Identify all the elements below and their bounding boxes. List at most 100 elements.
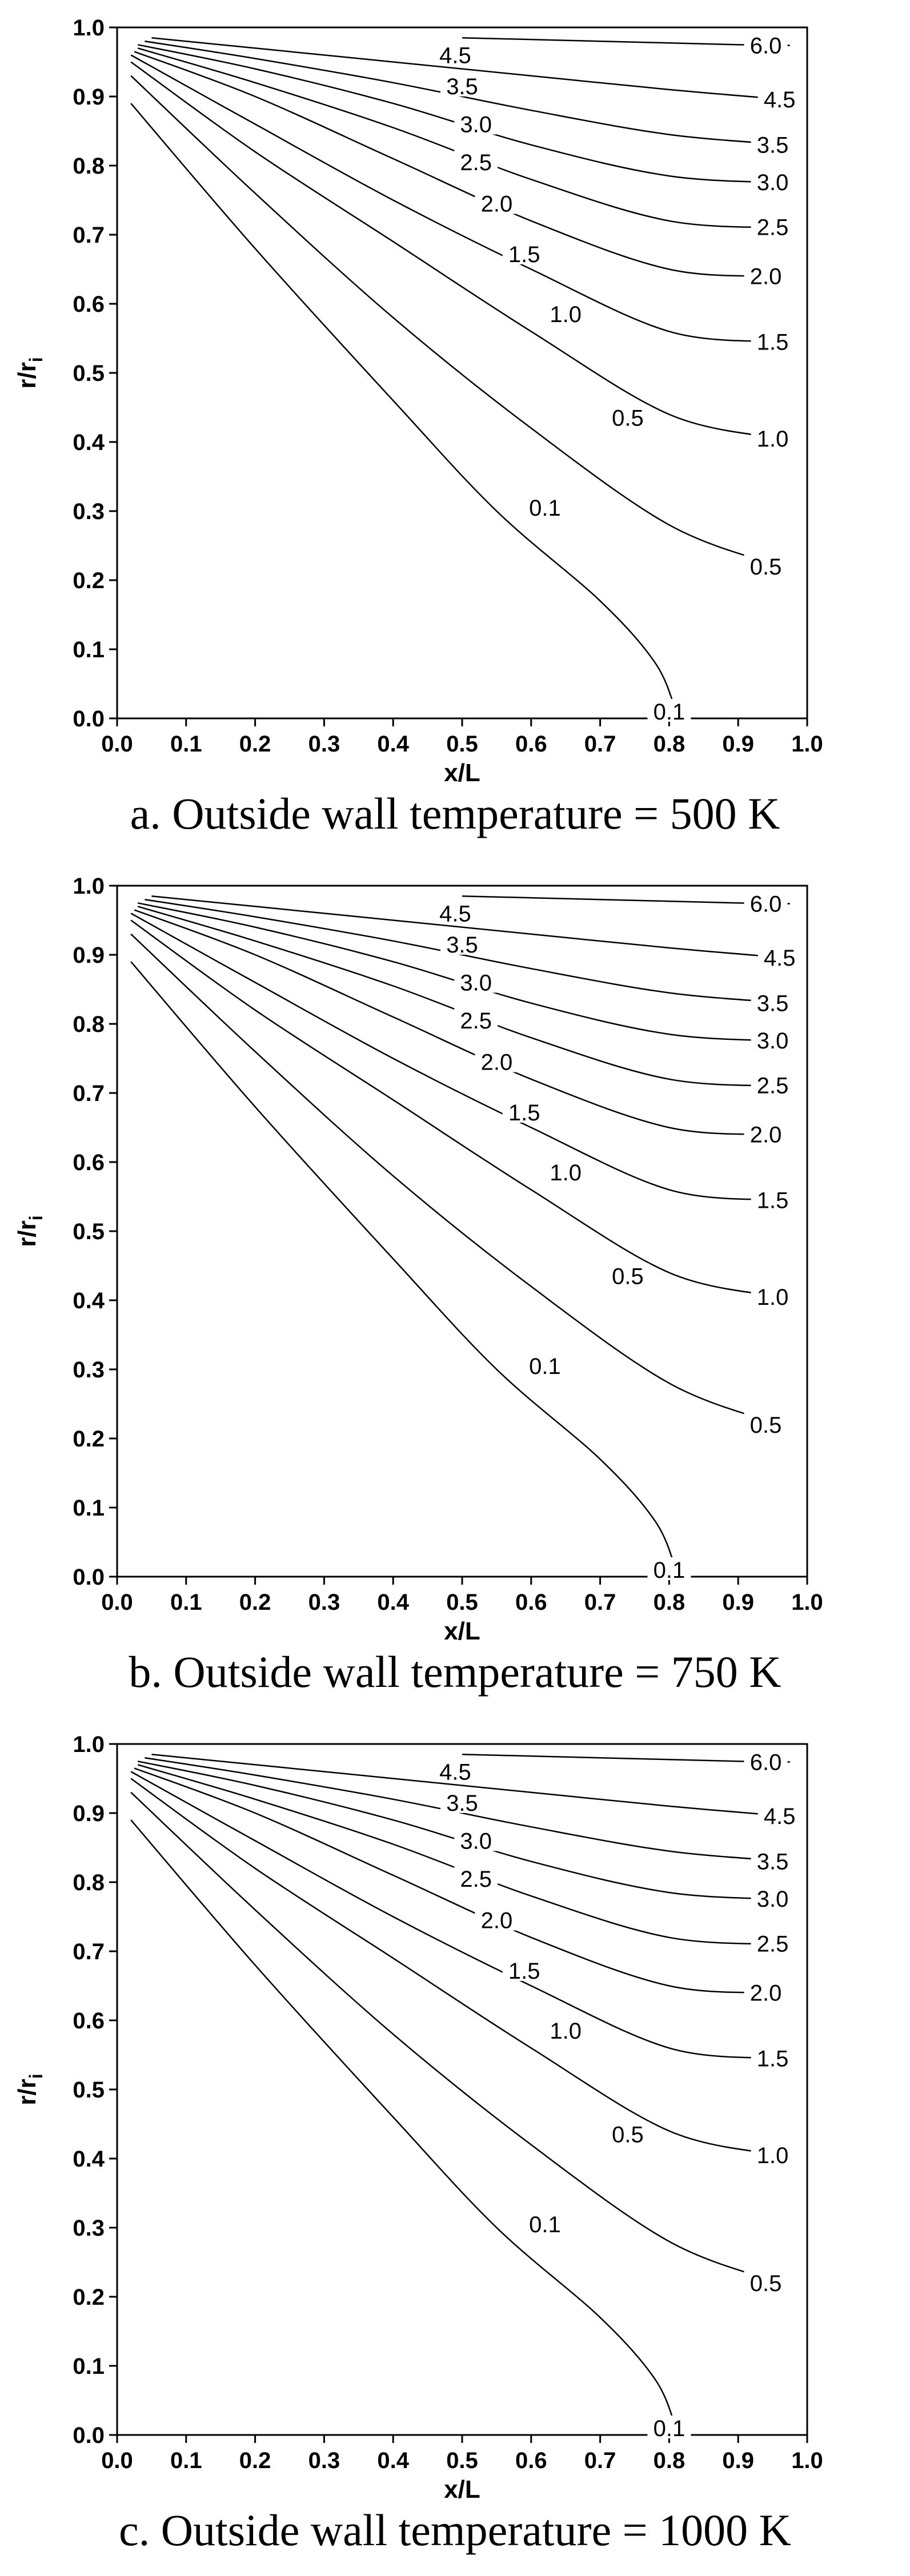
y-tick-label: 0.1 — [73, 2354, 105, 2379]
contour-label-bg — [744, 553, 788, 577]
contour-label-0-5: 0.5 — [750, 2271, 782, 2296]
x-tick-label: 0.2 — [239, 1590, 271, 1615]
contour-line-1-5 — [130, 1771, 780, 2059]
contour-label-bg — [751, 132, 795, 155]
y-tick-label: 0.5 — [73, 1219, 105, 1244]
chart-panel-a: 0.0 0.1 0.2 0.3 0.4 0.5 0.6 0.7 0.8 0.9 1.0 0.0 0.1 0… — [0, 0, 910, 857]
contour-label-bg — [502, 241, 546, 264]
contour-label-bg — [606, 405, 650, 428]
contour-label-bg — [751, 2045, 795, 2069]
y-tick-label: 0.4 — [73, 1288, 105, 1313]
contour-label-2-0: 2.0 — [750, 264, 782, 290]
x-tick-label: 0.3 — [308, 2448, 340, 2473]
x-axis-label: x/L — [444, 2475, 480, 2499]
contour-label-3-0: 3.0 — [757, 170, 789, 195]
y-tick-label: 0.9 — [73, 85, 105, 110]
contour-label-bg — [502, 1099, 546, 1123]
y-axis-label-main: r/r — [13, 362, 41, 388]
x-tick-label: 0.1 — [170, 732, 202, 757]
x-tick-label: 0.9 — [722, 1590, 754, 1615]
y-tick-label: 0.0 — [73, 1565, 105, 1590]
contour-label-4-5: 4.5 — [764, 946, 796, 971]
contour-label-0-5: 0.5 — [750, 554, 782, 580]
contour-label-2-0: 2.0 — [481, 1050, 513, 1075]
y-tick-label: 1.0 — [73, 874, 105, 899]
contour-label-bg — [523, 1353, 567, 1376]
y-axis-label-subscript: i — [26, 1215, 46, 1220]
contour-label-0-1: 0.1 — [654, 2416, 685, 2441]
x-tick-label: 0.9 — [722, 732, 754, 757]
contour-label-1-5: 1.5 — [508, 242, 540, 267]
y-tick-label: 0.3 — [73, 2216, 105, 2241]
y-tick-label: 0.8 — [73, 154, 105, 179]
x-tick-label: 0.7 — [584, 1590, 616, 1615]
y-tick-label: 0.6 — [73, 1150, 105, 1175]
contour-label-2-5: 2.5 — [757, 1932, 789, 1957]
contour-label-3-5: 3.5 — [446, 933, 478, 958]
y-axis-label-main: r/r — [13, 2079, 41, 2105]
y-tick-label: 0.8 — [73, 1012, 105, 1037]
contour-label-0-1: 0.1 — [529, 1354, 561, 1379]
contour-label-bg — [454, 1007, 498, 1031]
contour-label-bg — [751, 1886, 795, 1910]
contour-label-0-1: 0.1 — [654, 700, 685, 725]
contour-label-bg — [751, 170, 795, 193]
y-tick-label: 0.1 — [73, 637, 105, 662]
y-tick-label: 1.0 — [73, 15, 105, 41]
contour-label-2-0: 2.0 — [750, 1123, 782, 1148]
y-tick-label: 0.2 — [73, 568, 105, 593]
x-tick-label: 0.2 — [239, 732, 271, 757]
x-tick-label: 0.8 — [654, 732, 685, 757]
contour-label-1-5: 1.5 — [757, 330, 789, 355]
y-tick-label: 0.9 — [73, 943, 105, 968]
contour-label-bg — [433, 42, 477, 66]
x-tick-label: 0.2 — [239, 2448, 271, 2473]
x-tick-label: 0.6 — [515, 732, 547, 757]
y-tick-label: 0.6 — [73, 2008, 105, 2034]
contour-label-bg — [440, 931, 484, 955]
y-axis-label: r/ri — [13, 357, 46, 388]
contour-label-3-0: 3.0 — [460, 970, 492, 995]
contour-label-bg — [751, 1187, 795, 1211]
contour-line-0-5 — [130, 1791, 780, 2284]
y-axis-label-subscript: i — [26, 357, 46, 362]
x-tick-label: 0.4 — [377, 732, 409, 757]
x-tick-label: 0.1 — [170, 2448, 202, 2473]
x-tick-label: 0.3 — [308, 1590, 340, 1615]
contour-line-6-0 — [462, 895, 790, 905]
y-axis-label: r/ri — [13, 1215, 46, 1247]
contour-line-1-5 — [130, 913, 780, 1201]
contour-label-bg — [751, 990, 795, 1014]
contour-line-1-5 — [130, 54, 780, 343]
y-tick-label: 0.2 — [73, 1426, 105, 1452]
contour-label-1-0: 1.0 — [550, 1160, 582, 1185]
contour-label-1-0: 1.0 — [757, 427, 789, 452]
contour-line-0-1 — [130, 103, 677, 712]
x-axis-label: x/L — [444, 1617, 480, 1641]
contour-label-2-5: 2.5 — [757, 215, 789, 240]
x-tick-label: 0.4 — [377, 1590, 409, 1615]
contour-label-4-5: 4.5 — [764, 87, 796, 112]
contour-label-bg — [544, 2018, 588, 2041]
contour-label-bg — [440, 1790, 484, 1813]
x-tick-label: 0.1 — [170, 1590, 202, 1615]
contour-line-0-1 — [130, 961, 677, 1570]
contour-line-0-5 — [130, 933, 780, 1425]
contour-label-0-1: 0.1 — [654, 1558, 685, 1583]
chart-caption-b: b. Outside wall temperature = 750 K — [129, 1647, 781, 1697]
contour-label-bg — [647, 698, 691, 722]
y-axis-label: r/ri — [13, 2073, 46, 2105]
contour-label-bg — [475, 1049, 519, 1072]
contour-label-0-1: 0.1 — [529, 496, 561, 521]
x-tick-label: 0.9 — [722, 2448, 754, 2473]
x-tick-label: 1.0 — [791, 2448, 823, 2473]
x-axis-label: x/L — [444, 759, 480, 782]
contour-line-0-5 — [130, 75, 780, 567]
contour-label-bg — [744, 1980, 788, 2003]
contour-label-bg — [454, 1828, 498, 1851]
contour-line-2-0 — [134, 51, 780, 277]
contour-label-6-0: 6.0 — [750, 33, 782, 58]
contour-label-3-0: 3.0 — [460, 1828, 492, 1854]
contour-label-2-5: 2.5 — [460, 150, 492, 175]
contour-label-bg — [647, 2415, 691, 2438]
